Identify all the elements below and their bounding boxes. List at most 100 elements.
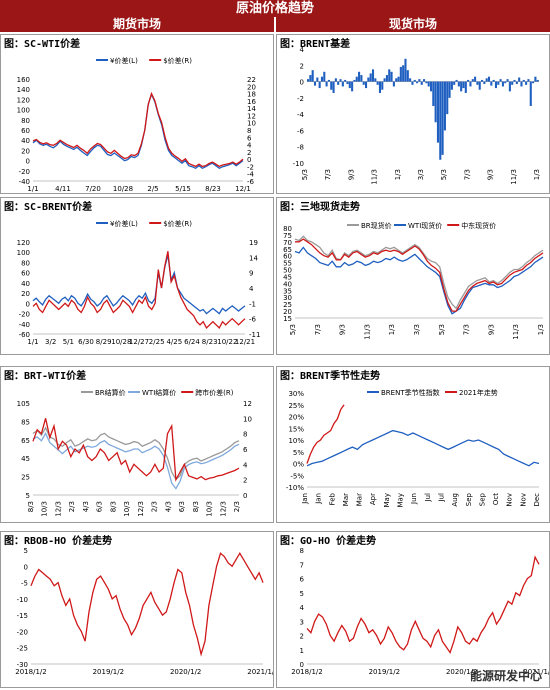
y-right-tick-label: -1 [249,300,256,308]
y-right-tick-label: 20 [247,83,256,91]
y-tick-label: 120 [17,239,30,247]
bar [469,81,472,87]
bar [441,81,444,155]
chart-panel-7: 图：RBOB-HO 价差走势 5 0 -5 -10 -15 -20 -25 -30 2018/1/… [0,531,274,688]
bar [439,81,442,160]
bar [390,71,393,82]
y-tick-label: 105 [17,400,30,408]
bar [499,79,502,82]
x-tick-label: Nov [519,493,527,507]
y-tick-label: 5 [26,492,30,500]
y-tick-label: 5 [300,590,304,598]
y-right-tick-label: 18 [247,91,256,99]
y-tick-label: 4 [300,604,305,612]
x-tick-label: 2019/1/2 [369,668,400,676]
y-tick-label: 0% [293,461,304,469]
bar [339,79,342,82]
y-right-tick-label: 16 [247,98,256,106]
bar [365,81,368,89]
x-tick-label: Mar [342,493,350,506]
x-tick-label: 2/3 [151,501,159,512]
legend-label: BRENT季节性指数 [381,388,440,397]
y-tick-label: 10% [288,437,304,445]
y-right-tick-label: 10 [247,120,256,128]
bar [344,79,347,82]
bar [478,81,481,90]
bar [325,81,328,87]
y-tick-label: 80 [21,259,30,267]
x-tick-label: 10/28 [111,338,131,346]
x-tick-label: Jun [410,493,418,505]
x-tick-label: 2021/1/2 [523,668,549,676]
bar [508,81,511,92]
x-tick-label: 4/11 [55,185,71,193]
x-tick-label: 5/3 [289,324,297,335]
y-right-tick-label: 9 [249,270,253,278]
bar [483,81,486,85]
y-tick-label: 40 [21,280,30,288]
x-tick-label: 7/3 [463,169,471,180]
bar [527,79,530,82]
x-tick-label: Feb [328,492,336,505]
y-tick-label: 85 [21,418,30,426]
x-tick-label: 1/3 [537,324,545,335]
bar [318,81,321,89]
bar [362,81,365,85]
x-tick-label: 6/3 [96,501,104,512]
y-tick-label: -2 [297,95,304,103]
bar [520,81,523,87]
bar [506,79,509,82]
y-tick-label: 5% [293,449,304,457]
series-line [32,426,240,481]
bar [492,79,495,82]
y-right-tick-label: -11 [249,331,260,339]
y-tick-label: 55 [283,260,292,268]
x-tick-label: 8/23 [202,338,218,346]
y-tick-label: -6 [297,127,305,135]
y-tick-label: 7 [300,561,304,569]
y-tick-label: 1 [300,647,304,655]
y-tick-label: 40 [283,280,292,288]
page-title: 原油价格趋势 [0,0,550,17]
chart-svg: 105 85 65 45 25 5 12 10 8 6 4 2 0 8/3 10/3 12/3 2/3 4/3 6/… [17,388,252,517]
bar [409,78,412,82]
bar [485,78,488,82]
chart-panel-4: 图：三地现货走势 80 75 70 65 60 55 50 45 40 35 30 25 20 15 5/3 7… [276,197,550,355]
x-tick-label: 5/15 [175,185,191,193]
x-tick-label: 12/3 [219,501,227,517]
bar [392,81,395,87]
bar [385,75,388,82]
x-tick-label: 11/3 [512,324,520,340]
x-tick-label: Nov [506,493,514,507]
chart-panel-2: 图：BRENT基差 4 2 0 -2 -4 -6 -8 -10 5/3 7/3 9/3 11/3 1/3 3… [276,34,550,194]
y-tick-label: 60 [21,127,30,135]
bar [522,79,525,82]
bar [395,78,398,82]
y-tick-label: -10% [286,484,304,492]
x-tick-label: 8/29 [96,338,112,346]
y-tick-label: -20 [19,168,30,176]
series-line [306,429,540,467]
bar [436,81,440,143]
y-right-tick-label: 10 [243,415,252,423]
bar [420,81,423,85]
bar [446,81,449,115]
bar [525,81,528,85]
x-tick-label: 4/3 [82,501,90,512]
x-tick-label: 8/3 [192,501,200,512]
bar [406,70,409,82]
y-tick-label: 20 [21,147,30,155]
bar [411,81,414,85]
x-tick-label: 3/3 [413,324,421,335]
legend-label: WTI结算价 [142,388,176,397]
y-tick-label: -5% [290,472,304,480]
bar [313,81,317,86]
bar [504,81,507,84]
y-tick-label: 70 [283,239,292,247]
x-tick-label: 3/3 [417,169,425,180]
bar [427,81,430,87]
chart-svg: 120 100 80 60 40 20 0 -20 -40 -60 19 14 9 4 -1 -6 -11 1/1… [17,219,261,346]
y-tick-label: 160 [17,76,30,84]
series-line [294,246,544,315]
